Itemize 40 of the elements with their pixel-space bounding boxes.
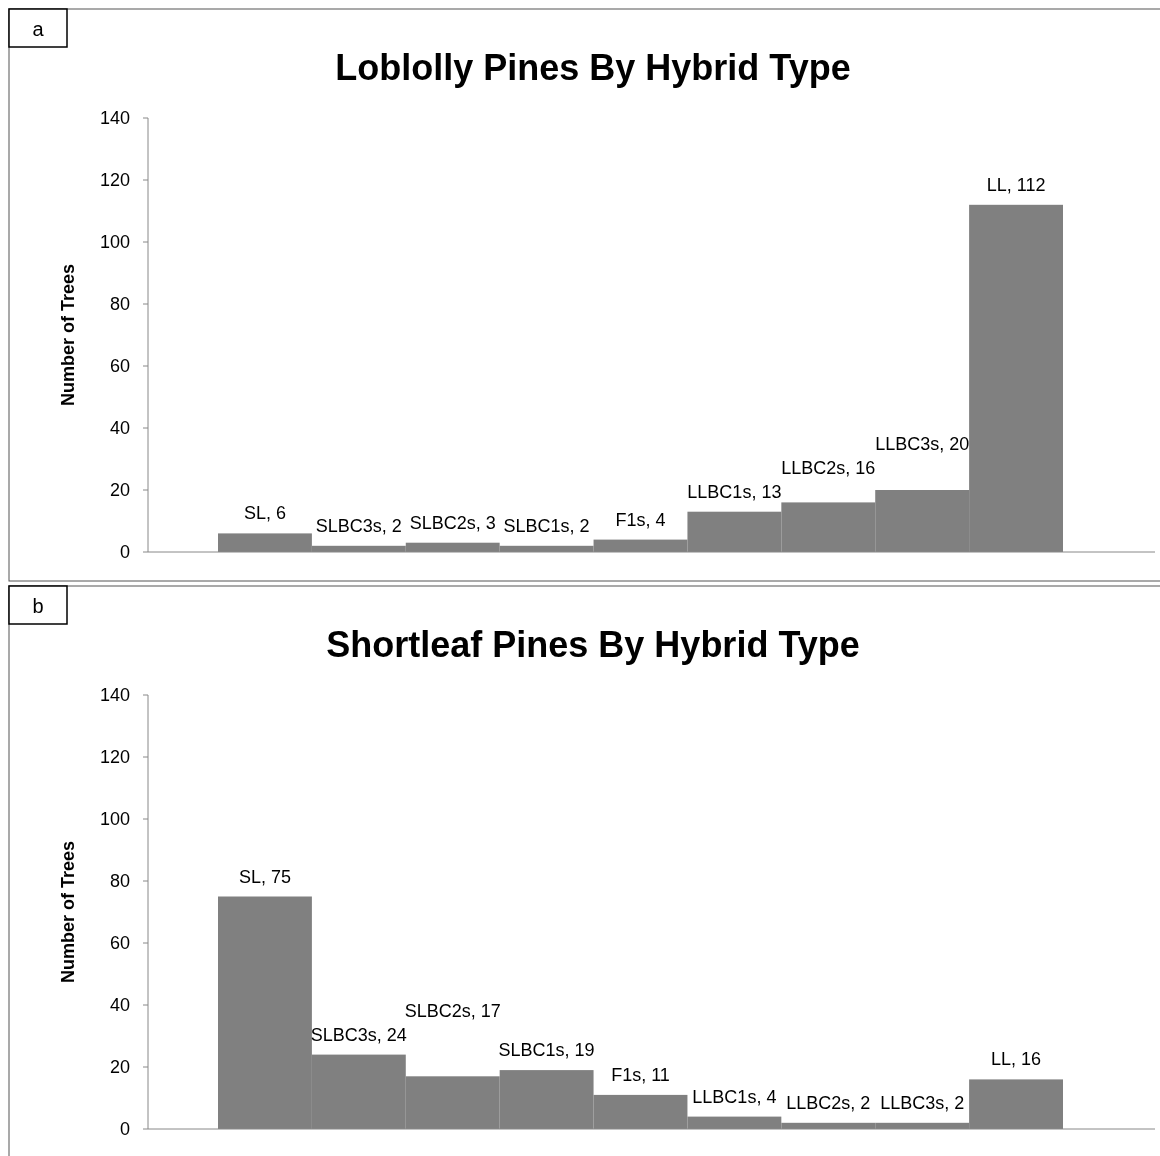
y-tick-label: 100 — [99, 809, 130, 829]
y-axis-title: Number of Trees — [58, 840, 78, 984]
data-label: SLBC3s, 2 — [315, 515, 402, 536]
text: b — [32, 595, 44, 617]
y-tick-label: 0 — [119, 542, 130, 562]
y-tick-label: 80 — [109, 294, 130, 314]
data-label: F1s, 11 — [611, 1064, 670, 1085]
y-tick-label: 20 — [109, 480, 130, 500]
data-label: SLBC1s, 2 — [503, 515, 590, 536]
data-label: LLBC2s, 16 — [781, 457, 876, 478]
y-tick-label: 40 — [109, 995, 130, 1015]
y-tick-label: 80 — [109, 871, 130, 891]
data-label: LLBC1s, 13 — [687, 481, 782, 502]
data-label: LLBC3s, 20 — [875, 433, 970, 454]
data-label: F1s, 4 — [615, 509, 666, 530]
y-axis-title: Number of Trees — [58, 263, 78, 407]
y-tick-label: 100 — [99, 232, 130, 252]
data-label: SLBC1s, 19 — [498, 1040, 595, 1061]
y-tick-label: 0 — [119, 1119, 130, 1139]
data-label: SLBC3s, 24 — [310, 1024, 407, 1045]
data-label: LL, 16 — [991, 1049, 1042, 1070]
y-tick-label: 120 — [99, 170, 130, 190]
chart-title: Loblolly Pines By Hybrid Type — [335, 47, 851, 88]
data-label: LL, 112 — [986, 174, 1046, 195]
data-label: LLBC2s, 2 — [786, 1092, 871, 1113]
text: a — [32, 18, 45, 40]
data-label: LLBC3s, 2 — [880, 1092, 965, 1113]
y-tick-label: 140 — [99, 685, 130, 705]
data-label: SL, 6 — [243, 503, 286, 524]
y-tick-label: 40 — [109, 418, 130, 438]
chart-title: Shortleaf Pines By Hybrid Type — [326, 624, 860, 665]
data-label: SL, 75 — [238, 866, 291, 887]
y-tick-label: 60 — [109, 933, 130, 953]
data-label: SLBC2s, 3 — [409, 512, 496, 533]
y-tick-label: 140 — [99, 108, 130, 128]
y-tick-label: 60 — [109, 356, 130, 376]
data-label: SLBC2s, 17 — [404, 1000, 501, 1021]
y-tick-label: 20 — [109, 1057, 130, 1077]
y-tick-label: 120 — [99, 747, 130, 767]
data-label: LLBC1s, 4 — [692, 1086, 777, 1107]
